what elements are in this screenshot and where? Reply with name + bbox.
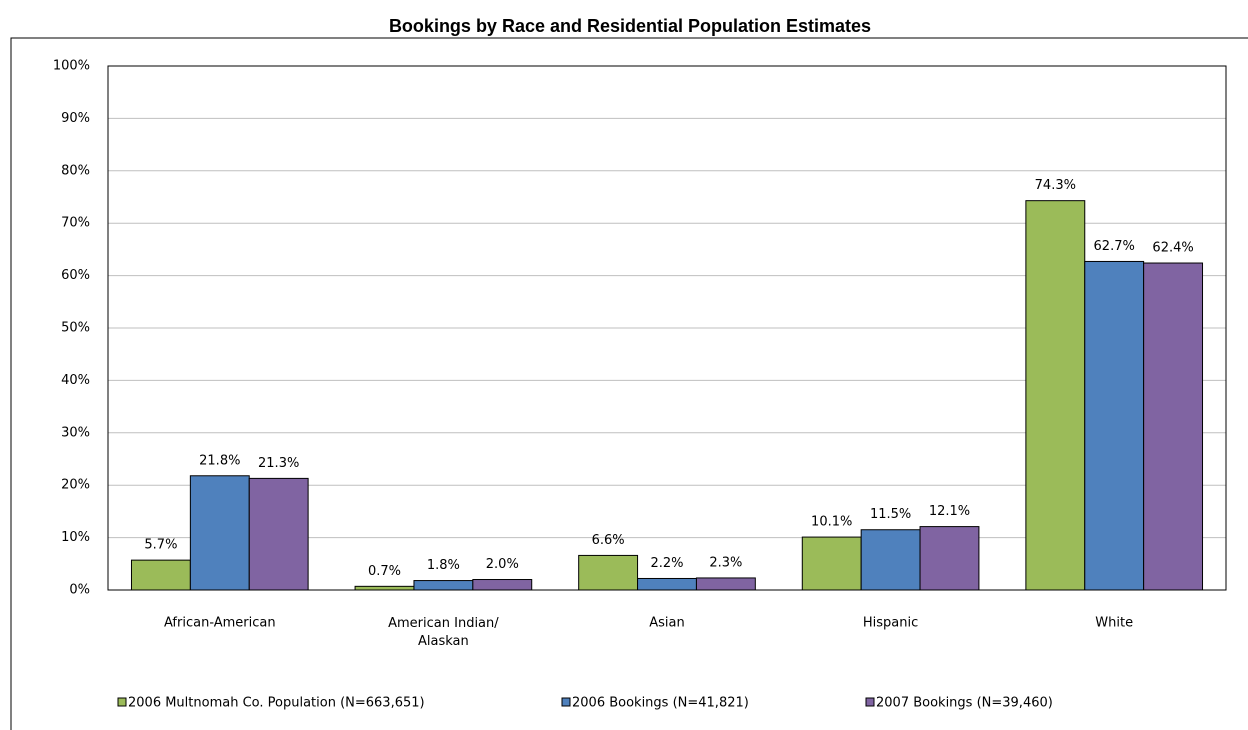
- bar: [1084, 260, 1145, 591]
- data-label: 2.0%: [486, 557, 519, 572]
- data-label: 21.8%: [199, 453, 240, 468]
- x-tick-label: American Indian/Alaskan: [388, 616, 499, 649]
- legend-label: 2006 Multnomah Co. Population (N=663,651…: [128, 696, 425, 711]
- bar: [801, 536, 862, 591]
- bar: [1025, 200, 1086, 591]
- bar: [130, 559, 191, 591]
- y-tick-label: 90%: [61, 111, 90, 126]
- bar: [637, 577, 697, 591]
- bar: [189, 475, 250, 591]
- legend-swatch: [561, 697, 571, 707]
- x-tick-label: Hispanic: [863, 616, 918, 631]
- bar: [860, 529, 921, 591]
- bar: [578, 554, 639, 591]
- legend-swatch: [865, 697, 875, 707]
- bar: [919, 526, 980, 591]
- y-tick-label: 20%: [61, 478, 90, 493]
- y-tick-label: 100%: [53, 59, 90, 74]
- data-label: 12.1%: [929, 504, 970, 519]
- bar: [354, 585, 415, 591]
- data-label: 6.6%: [592, 533, 625, 548]
- y-tick-label: 50%: [61, 321, 90, 336]
- x-tick-label: Asian: [649, 616, 684, 631]
- y-tick-label: 10%: [61, 530, 90, 545]
- y-tick-label: 30%: [61, 425, 90, 440]
- y-tick-label: 40%: [61, 373, 90, 388]
- data-label: 2.2%: [650, 556, 683, 571]
- y-tick-label: 60%: [61, 268, 90, 283]
- y-tick-label: 70%: [61, 216, 90, 231]
- bar: [695, 577, 756, 591]
- bar: [248, 477, 309, 591]
- data-label: 2.3%: [709, 555, 742, 570]
- legend-swatch: [117, 697, 127, 707]
- data-label: 11.5%: [870, 507, 911, 522]
- data-label: 74.3%: [1035, 178, 1076, 193]
- data-label: 62.4%: [1152, 241, 1193, 256]
- chart-border: [10, 37, 1248, 730]
- data-label: 5.7%: [144, 538, 177, 553]
- chart-title: Bookings by Race and Residential Populat…: [389, 16, 871, 36]
- y-tick-label: 0%: [69, 583, 90, 598]
- data-label: 21.3%: [258, 456, 299, 471]
- y-tick-label: 80%: [61, 163, 90, 178]
- bar: [413, 580, 474, 591]
- data-label: 1.8%: [427, 558, 460, 573]
- data-label: 10.1%: [811, 515, 852, 530]
- data-label: 62.7%: [1094, 239, 1135, 254]
- x-tick-label: White: [1095, 616, 1133, 631]
- bar: [1143, 262, 1204, 591]
- legend-label: 2006 Bookings (N=41,821): [572, 696, 749, 711]
- x-tick-label: African-American: [164, 616, 276, 631]
- bar: [472, 579, 533, 591]
- legend-label: 2007 Bookings (N=39,460): [876, 696, 1053, 711]
- data-label: 0.7%: [368, 564, 401, 579]
